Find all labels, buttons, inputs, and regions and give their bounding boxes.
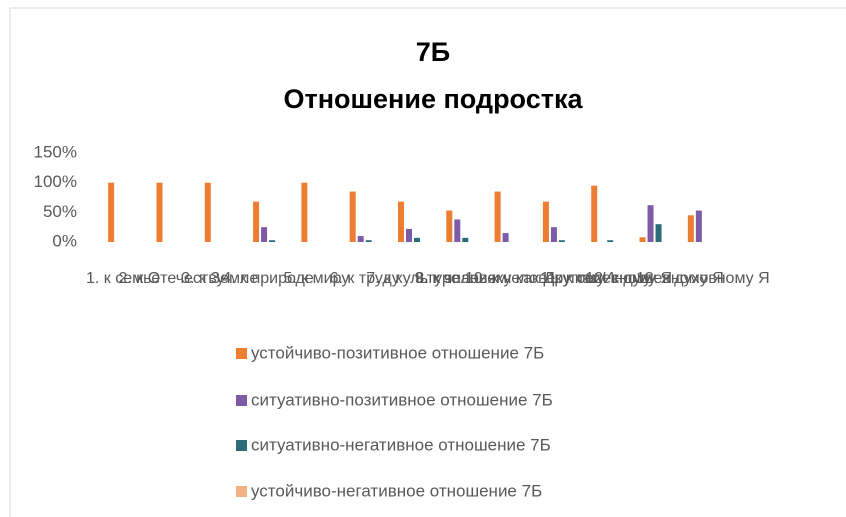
bar: [398, 201, 404, 242]
bar: [261, 227, 268, 242]
legend-label: ситуативно-позитивное отношение 7Б: [251, 390, 553, 409]
bar: [542, 201, 549, 242]
legend-swatch: [236, 348, 247, 359]
bar: [607, 240, 614, 242]
bar: [414, 237, 420, 242]
legend-swatch: [236, 395, 247, 406]
x-tick-label: 7. к культуре: [366, 270, 460, 287]
bar: [591, 185, 598, 242]
y-tick-label: 100%: [34, 172, 77, 191]
legend-label: ситуативно-негативное отношение 7Б: [251, 435, 551, 454]
bar: [204, 182, 211, 242]
x-tick-label: 12. к душевному Я: [585, 270, 724, 287]
bar: [687, 215, 694, 242]
bar: [349, 191, 356, 242]
bar: [647, 205, 654, 242]
x-tick-label: 2. к Отечеству: [119, 270, 225, 287]
bar: [462, 237, 469, 242]
legend-swatch: [236, 440, 247, 451]
bar: [446, 210, 453, 242]
chart-frame: [9, 7, 846, 517]
bar: [253, 201, 260, 242]
bar: [301, 182, 308, 242]
bar: [108, 182, 115, 242]
x-tick-label: 1. к семье: [86, 270, 160, 287]
legend-label: устойчиво-негативное отношение 7Б: [251, 481, 542, 500]
y-tick-label: 0%: [52, 231, 77, 250]
bar: [156, 182, 163, 242]
x-tick-label: 6. к труду: [330, 270, 400, 287]
x-tick-label: 4. к природе: [222, 270, 314, 287]
y-tick-label: 50%: [43, 202, 77, 221]
chart-title: 7Б: [416, 37, 450, 67]
x-tick-label: 8. к знаниям: [415, 270, 507, 287]
y-tick-label: 150%: [34, 142, 77, 161]
bar: [494, 191, 501, 242]
legend-swatch: [236, 486, 247, 497]
bar: [269, 240, 276, 242]
bar: [695, 210, 702, 242]
x-tick-label: 3. к Земле: [181, 270, 258, 287]
bar: [357, 236, 364, 242]
chart-title: Отношение подростка: [284, 84, 584, 114]
x-tick-label: 13. к духовному Я: [636, 270, 770, 287]
bar: [550, 227, 557, 242]
bar: [655, 224, 662, 242]
bar: [639, 237, 646, 242]
bar: [406, 228, 412, 242]
bar: [558, 240, 565, 242]
x-tick-label: 9. к человеку как Другому: [415, 270, 605, 287]
x-tick-label: 5. к миру: [283, 270, 349, 287]
bar: [365, 240, 372, 242]
bar: [454, 219, 461, 242]
x-tick-label: 10. к человеку как Иному: [465, 270, 651, 287]
bar: [502, 233, 509, 242]
x-tick-label: 11. к телесному Я: [540, 270, 672, 287]
legend-label: устойчиво-позитивное отношение 7Б: [251, 343, 544, 362]
